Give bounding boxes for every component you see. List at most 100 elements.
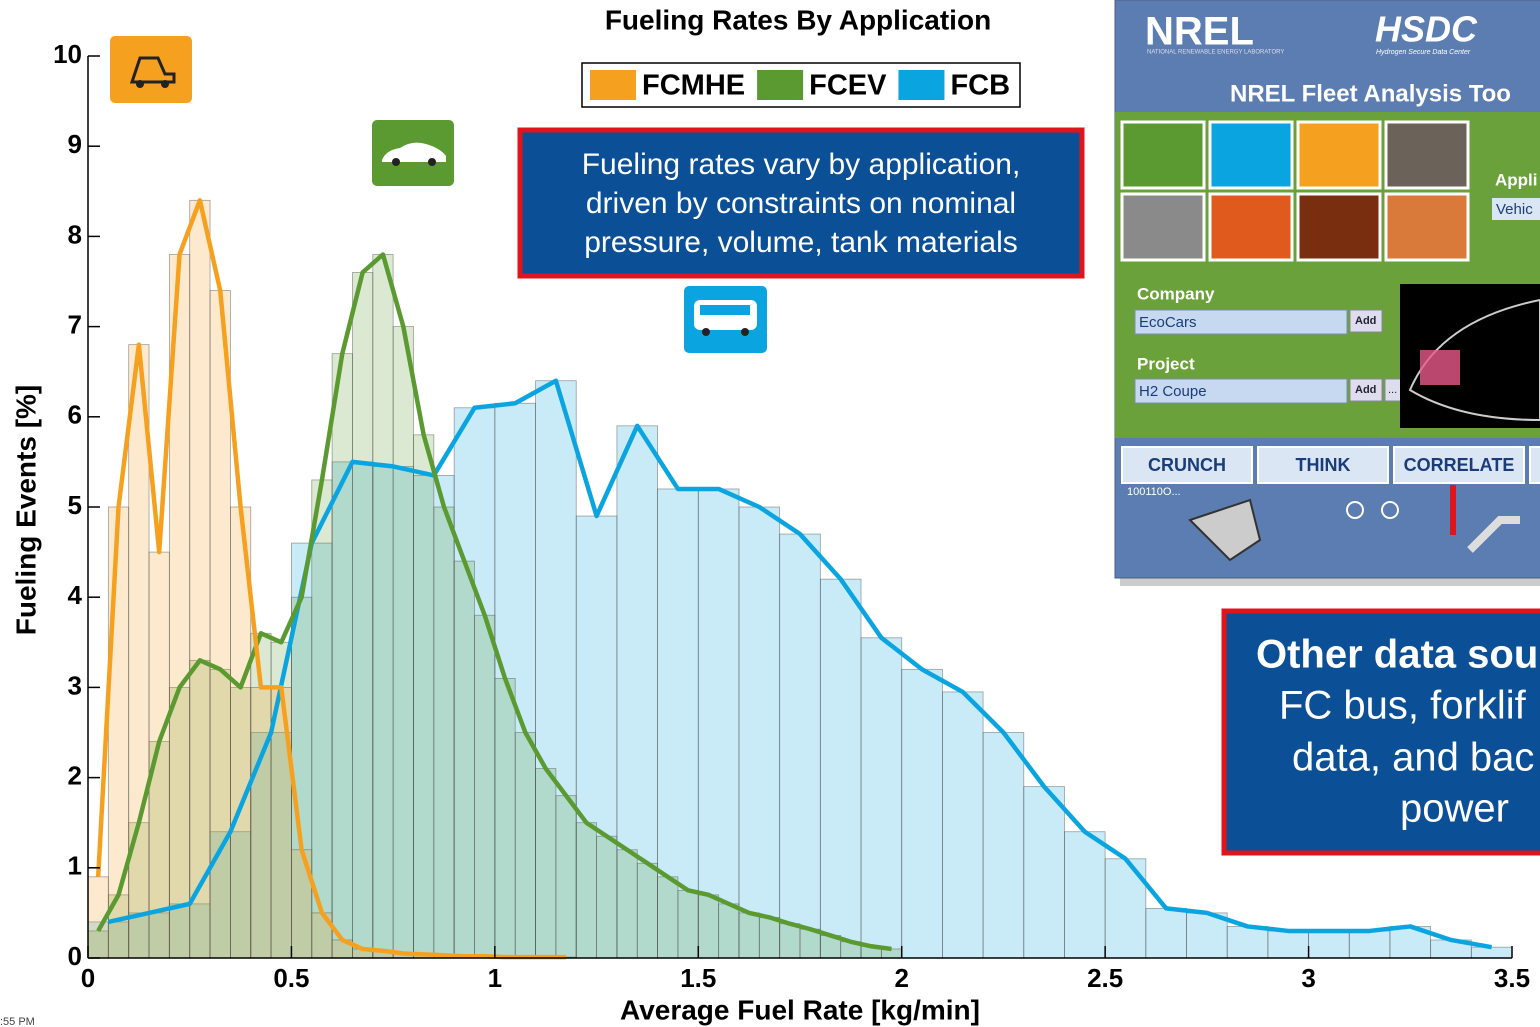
histogram-bar [1064,831,1106,959]
y-tick-label: 5 [68,490,82,520]
inset-company: EcoCars [1139,314,1197,331]
histogram-bar [758,917,781,959]
histogram-bar [697,894,720,959]
inset-hsdc: HSDC [1375,9,1478,50]
inset-title: NREL Fleet Analysis Too [1230,80,1511,107]
callout-line: FC bus, forklif [1279,684,1527,728]
y-tick-label: 10 [53,39,82,69]
inset-project: H2 Coupe [1139,383,1207,400]
y-tick-label: 3 [68,670,82,700]
bus-icon [684,286,767,353]
x-tick-label: 3 [1301,963,1315,993]
histogram-bar [372,254,394,959]
annotation-line: pressure, volume, tank materials [584,226,1018,259]
inset-screenshot: NREL NATIONAL RENEWABLE ENERGY LABORATOR… [1114,0,1540,586]
histogram-bar [718,903,740,959]
x-tick-label: 2 [894,963,908,993]
histogram-bar [1308,930,1350,959]
histogram-bar [860,637,903,959]
y-tick-label: 4 [68,580,83,610]
x-tick-label: 0 [81,963,95,993]
callout-line: data, and bac [1292,736,1534,780]
inset-more: ... [1388,384,1397,396]
histogram-bar [616,849,638,959]
annotation-box [517,127,1085,279]
legend-label: FCB [950,70,1010,102]
legend-label: FCMHE [642,70,745,102]
chart-title: Fueling Rates By Application [605,4,991,35]
histogram-bar [636,862,658,959]
histogram-bar [779,923,801,959]
inset-project-label: Project [1137,354,1195,373]
y-tick-label: 0 [68,941,82,971]
histogram-bar [942,691,984,959]
inset-button: CRUNCH [1148,455,1226,475]
histogram-bar [901,668,943,959]
histogram-bar [738,506,781,959]
histogram-bar [189,199,211,959]
series-line [95,198,567,960]
car-icon [372,120,454,186]
inset-add: Add [1355,384,1376,396]
histogram-bar [1226,926,1269,959]
y-tick-label: 6 [68,400,82,430]
histogram-bar [1023,786,1065,959]
inset-vehic: Vehic [1496,201,1533,218]
y-tick-label: 1 [68,851,82,881]
y-tick-label: 2 [68,760,82,790]
histogram-bar [1145,907,1187,959]
histogram-bar [474,614,496,959]
series-line [107,378,1493,950]
histogram-bar [514,732,536,959]
x-tick-label: 3.5 [1494,963,1530,993]
histogram-bar [331,353,353,959]
x-axis-label: Average Fuel Rate [kg/min] [620,994,980,1025]
x-tick-label: 1.5 [680,963,716,993]
histogram-bar [1267,930,1309,959]
legend-swatch [757,70,804,100]
histogram-bar [148,551,170,959]
inset-button: THINK [1296,455,1351,475]
histogram-bar [880,948,903,959]
histogram-bar [352,272,374,959]
x-tick-label: 0.5 [273,963,309,993]
inset-company-label: Company [1137,284,1215,303]
clock: :55 PM [0,1016,35,1027]
histogram-bar [657,876,679,959]
histogram-bar [250,687,272,959]
legend-swatch [590,70,636,100]
histogram-bar [1186,912,1228,959]
histogram-bar [433,506,455,959]
y-axis-label: Fueling Events [%] [10,385,41,635]
histogram-bar [982,732,1025,959]
forklift-icon [110,36,192,103]
callout-line: power [1400,787,1509,831]
x-tick-label: 2.5 [1087,963,1123,993]
y-tick-label: 8 [68,219,82,249]
annotation-line: driven by constraints on nominal [586,187,1016,220]
callout-line: Other data sou [1256,633,1538,677]
histogram-bar [413,434,435,959]
inset-hsdc-sub: Hydrogen Secure Data Center [1376,49,1471,56]
inset-logo: NREL [1145,10,1254,54]
annotation-line: Fueling rates vary by application, [582,148,1021,181]
y-tick-label: 9 [68,129,82,159]
histogram-bar [494,677,516,959]
histogram-bar [453,560,475,959]
histogram-bar [1470,946,1513,959]
legend: FCMHE FCEV FCB [590,70,1010,102]
histogram-bar [535,768,557,959]
histogram-bar [1348,930,1391,959]
y-tick-label: 7 [68,309,82,339]
inset-binary: 100110O... [1127,486,1181,498]
inset-button: CORRELATE [1404,455,1515,475]
histogram-bar [779,533,821,959]
histogram-bar [697,488,740,959]
inset-add: Add [1355,315,1376,327]
histogram-bar [575,822,597,959]
inset-logo-sub: NATIONAL RENEWABLE ENERGY LABORATORY [1147,50,1284,56]
plot [87,55,1513,960]
histogram-bar [392,326,414,959]
legend-label: FCEV [809,70,887,102]
